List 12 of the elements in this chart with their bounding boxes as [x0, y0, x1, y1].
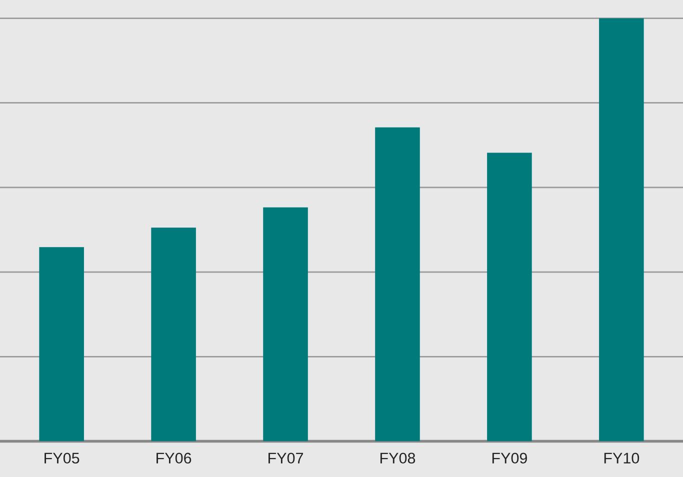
bar — [375, 127, 420, 442]
bar — [39, 247, 84, 442]
x-tick-label: FY09 — [492, 452, 527, 464]
x-tick-label: FY07 — [268, 452, 304, 464]
x-tick-label: FY10 — [604, 452, 640, 464]
x-tick-label: FY08 — [380, 452, 416, 464]
bar — [151, 228, 196, 442]
bar — [599, 18, 644, 442]
x-tick-label: FY05 — [44, 452, 80, 464]
bar — [263, 207, 308, 442]
bar — [487, 152, 532, 442]
x-tick-label: FY06 — [156, 452, 192, 464]
